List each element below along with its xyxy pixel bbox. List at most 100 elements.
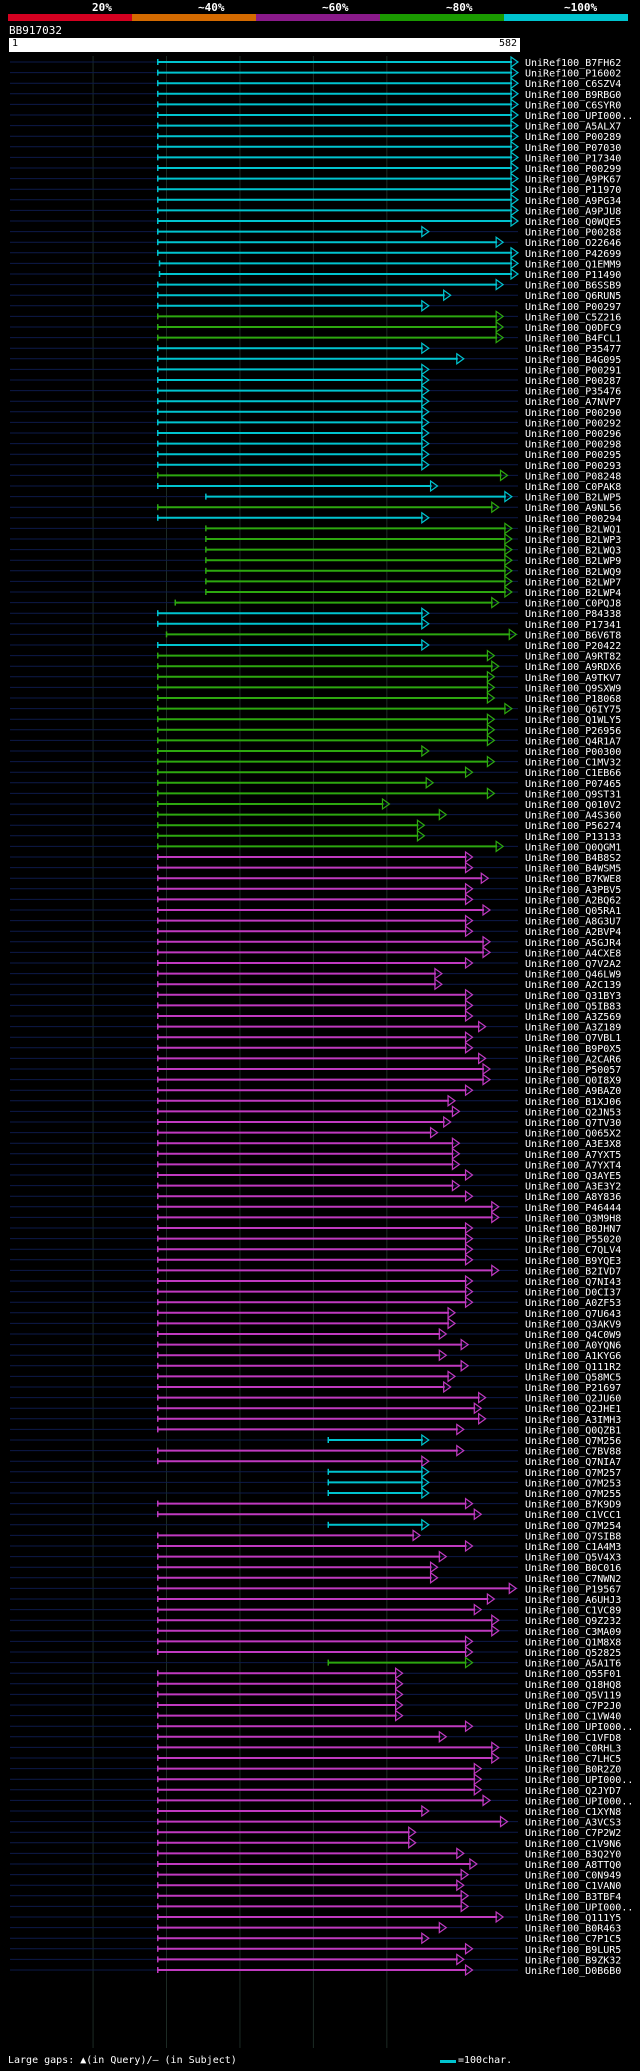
hit-label[interactable]: UniRef100_A6UHJ3 <box>525 1595 621 1606</box>
hit-label[interactable]: UniRef100_D0B6B0 <box>525 1966 621 1977</box>
hit-label[interactable]: UniRef100_P26956 <box>525 726 621 737</box>
hit-label[interactable]: UniRef100_A3Z569 <box>525 1012 621 1023</box>
hit-label[interactable]: UniRef100_C7NWN2 <box>525 1574 621 1585</box>
hit-label[interactable]: UniRef100_B2LWP7 <box>525 577 621 588</box>
hit-label[interactable]: UniRef100_Q5V4X3 <box>525 1553 621 1564</box>
hit-label[interactable]: UniRef100_P00292 <box>525 418 621 429</box>
hit-label[interactable]: UniRef100_B2LWP4 <box>525 588 621 599</box>
hit-label[interactable]: UniRef100_Q2JU60 <box>525 1394 621 1405</box>
hit-label[interactable]: UniRef100_Q7VBL1 <box>525 1033 621 1044</box>
hit-label[interactable]: UniRef100_B0C016 <box>525 1563 621 1574</box>
hit-label[interactable]: UniRef100_Q7M253 <box>525 1478 621 1489</box>
hit-label[interactable]: UniRef100_Q7U643 <box>525 1309 621 1320</box>
hit-label[interactable]: UniRef100_Q0DFC9 <box>525 323 621 334</box>
hit-label[interactable]: UniRef100_A3PBV5 <box>525 885 621 896</box>
hit-label[interactable]: UniRef100_B0R463 <box>525 1924 621 1935</box>
hit-label[interactable]: UniRef100_C0PQJ8 <box>525 599 621 610</box>
hit-label[interactable]: UniRef100_P46444 <box>525 1203 621 1214</box>
hit-label[interactable]: UniRef100_A9RT82 <box>525 652 621 663</box>
hit-label[interactable]: UniRef100_P00294 <box>525 514 621 525</box>
hit-label[interactable]: UniRef100_Q1M8X8 <box>525 1637 621 1648</box>
hit-label[interactable]: UniRef100_C6SZV4 <box>525 79 621 90</box>
hit-label[interactable]: UniRef100_P00291 <box>525 365 621 376</box>
hit-label[interactable]: UniRef100_Q3AKV9 <box>525 1319 621 1330</box>
hit-label[interactable]: UniRef100_B0R2Z0 <box>525 1765 621 1776</box>
hit-label[interactable]: UniRef100_C7QLV4 <box>525 1245 621 1256</box>
hit-label[interactable]: UniRef100_Q0QGM1 <box>525 842 621 853</box>
hit-label[interactable]: UniRef100_Q3M9H8 <box>525 1213 621 1224</box>
hit-label[interactable]: UniRef100_P35476 <box>525 387 621 398</box>
hit-label[interactable]: UniRef100_B2LWP5 <box>525 493 621 504</box>
hit-label[interactable]: UniRef100_Q2JYD7 <box>525 1786 621 1797</box>
hit-label[interactable]: UniRef100_B2LWP3 <box>525 535 621 546</box>
hit-label[interactable]: UniRef100_A2C139 <box>525 980 621 991</box>
hit-label[interactable]: UniRef100_P21697 <box>525 1383 621 1394</box>
hit-label[interactable]: UniRef100_Q065X2 <box>525 1129 621 1140</box>
hit-label[interactable]: UniRef100_Q5IB83 <box>525 1001 621 1012</box>
hit-label[interactable]: UniRef100_A9PJU8 <box>525 206 621 217</box>
hit-label[interactable]: UniRef100_Q9Z232 <box>525 1616 621 1627</box>
hit-label[interactable]: UniRef100_B6SSB9 <box>525 281 621 292</box>
hit-label[interactable]: UniRef100_C0RHL3 <box>525 1743 621 1754</box>
hit-label[interactable]: UniRef100_UPI000.. <box>525 1775 633 1786</box>
hit-label[interactable]: UniRef100_C0PAK8 <box>525 482 621 493</box>
hit-label[interactable]: UniRef100_B3Q2Y0 <box>525 1849 621 1860</box>
hit-label[interactable]: UniRef100_Q111R2 <box>525 1362 621 1373</box>
hit-label[interactable]: UniRef100_A8Y836 <box>525 1192 621 1203</box>
hit-label[interactable]: UniRef100_A9PK67 <box>525 175 621 186</box>
hit-label[interactable]: UniRef100_A7YXT5 <box>525 1150 621 1161</box>
hit-label[interactable]: UniRef100_P42699 <box>525 249 621 260</box>
hit-label[interactable]: UniRef100_A9TKV7 <box>525 673 621 684</box>
hit-label[interactable]: UniRef100_Q4C0W9 <box>525 1330 621 1341</box>
hit-label[interactable]: UniRef100_A7YXT4 <box>525 1160 621 1171</box>
hit-label[interactable]: UniRef100_A8TTQ0 <box>525 1860 621 1871</box>
hit-label[interactable]: UniRef100_A9PG34 <box>525 196 621 207</box>
hit-label[interactable]: UniRef100_B9RBG0 <box>525 90 621 101</box>
hit-label[interactable]: UniRef100_UPI000.. <box>525 1796 633 1807</box>
hit-label[interactable]: UniRef100_A5ALX7 <box>525 122 621 133</box>
hit-label[interactable]: UniRef100_P07030 <box>525 143 621 154</box>
hit-label[interactable]: UniRef100_A5A1T6 <box>525 1659 621 1670</box>
hit-label[interactable]: UniRef100_A0ZF53 <box>525 1298 621 1309</box>
hit-label[interactable]: UniRef100_B4FCL1 <box>525 334 621 345</box>
hit-label[interactable]: UniRef100_P00300 <box>525 747 621 758</box>
hit-label[interactable]: UniRef100_Q6IY75 <box>525 705 621 716</box>
hit-label[interactable]: UniRef100_A3IMH3 <box>525 1415 621 1426</box>
hit-label[interactable]: UniRef100_A3E3X8 <box>525 1139 621 1150</box>
hit-label[interactable]: UniRef100_P84338 <box>525 609 621 620</box>
hit-label[interactable]: UniRef100_P13133 <box>525 832 621 843</box>
hit-label[interactable]: UniRef100_C1XYN8 <box>525 1807 621 1818</box>
hit-label[interactable]: UniRef100_C7LHC5 <box>525 1754 621 1765</box>
hit-label[interactable]: UniRef100_Q4R1A7 <box>525 736 621 747</box>
hit-label[interactable]: UniRef100_B3TBF4 <box>525 1892 621 1903</box>
hit-label[interactable]: UniRef100_P17340 <box>525 153 621 164</box>
hit-label[interactable]: UniRef100_P00296 <box>525 429 621 440</box>
hit-label[interactable]: UniRef100_P00289 <box>525 132 621 143</box>
hit-label[interactable]: UniRef100_A2CAR6 <box>525 1054 621 1065</box>
hit-label[interactable]: UniRef100_Q1WLY5 <box>525 715 621 726</box>
hit-label[interactable]: UniRef100_Q0QZB1 <box>525 1425 621 1436</box>
hit-label[interactable]: UniRef100_UPI000.. <box>525 111 633 122</box>
hit-label[interactable]: UniRef100_Q7M255 <box>525 1489 621 1500</box>
hit-label[interactable]: UniRef100_P50057 <box>525 1065 621 1076</box>
hit-label[interactable]: UniRef100_Q5V119 <box>525 1690 621 1701</box>
hit-label[interactable]: UniRef100_A9BAZ0 <box>525 1086 621 1097</box>
hit-label[interactable]: UniRef100_A8G3U7 <box>525 917 621 928</box>
hit-label[interactable]: UniRef100_B2IVD7 <box>525 1266 621 1277</box>
hit-label[interactable]: UniRef100_B2LWQ1 <box>525 524 621 535</box>
hit-label[interactable]: UniRef100_P17341 <box>525 620 621 631</box>
hit-label[interactable]: UniRef100_Q6RUN5 <box>525 291 621 302</box>
hit-label[interactable]: UniRef100_Q7NI43 <box>525 1277 621 1288</box>
hit-label[interactable]: UniRef100_C1EB66 <box>525 768 621 779</box>
hit-label[interactable]: UniRef100_Q2JHE1 <box>525 1404 621 1415</box>
hit-label[interactable]: UniRef100_Q58MC5 <box>525 1372 621 1383</box>
hit-label[interactable]: UniRef100_C1VW40 <box>525 1712 621 1723</box>
hit-label[interactable]: UniRef100_P16002 <box>525 69 621 80</box>
hit-label[interactable]: UniRef100_Q2JN53 <box>525 1107 621 1118</box>
hit-label[interactable]: UniRef100_Q3AYE5 <box>525 1171 621 1182</box>
hit-label[interactable]: UniRef100_C7P2J0 <box>525 1701 621 1712</box>
hit-label[interactable]: UniRef100_UPI000.. <box>525 1902 633 1913</box>
hit-label[interactable]: UniRef100_P11490 <box>525 270 621 281</box>
hit-label[interactable]: UniRef100_A4S360 <box>525 811 621 822</box>
hit-label[interactable]: UniRef100_A9NL56 <box>525 503 621 514</box>
